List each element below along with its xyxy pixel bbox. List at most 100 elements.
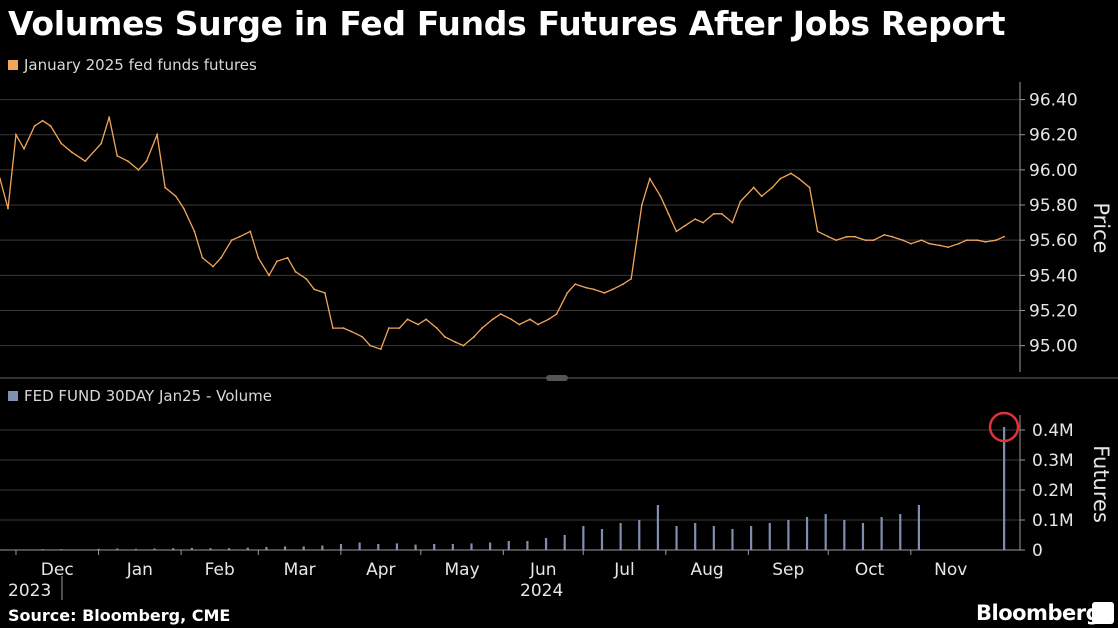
volume-bar bbox=[750, 526, 753, 550]
volume-bar bbox=[470, 543, 473, 550]
x-month-label: Apr bbox=[366, 560, 395, 580]
bloomberg-terminal-icon bbox=[1092, 602, 1114, 624]
price-point bbox=[901, 239, 904, 242]
price-point bbox=[249, 230, 252, 233]
price-point bbox=[268, 274, 270, 277]
source-note: Source: Bloomberg, CME bbox=[8, 606, 231, 625]
volume-bar bbox=[880, 517, 883, 550]
volume-bar bbox=[507, 541, 510, 550]
price-point bbox=[126, 160, 129, 162]
price-point bbox=[592, 288, 595, 291]
volume-bar bbox=[600, 529, 604, 550]
volume-bar bbox=[899, 514, 902, 550]
price-point bbox=[648, 177, 651, 180]
price-point bbox=[257, 256, 260, 259]
price-point bbox=[313, 288, 316, 291]
price-point bbox=[984, 241, 987, 243]
price-point bbox=[193, 230, 196, 233]
price-point bbox=[928, 242, 931, 245]
price-point bbox=[361, 335, 364, 338]
price-point bbox=[622, 283, 625, 286]
volume-bar bbox=[209, 548, 212, 550]
volume-tick-label: 0.1M bbox=[1032, 511, 1074, 531]
price-point bbox=[174, 195, 177, 198]
volume-bar bbox=[805, 517, 809, 550]
price-point bbox=[529, 318, 531, 321]
volume-bar bbox=[656, 505, 660, 550]
volume-bar bbox=[694, 523, 697, 550]
volume-bar bbox=[172, 548, 175, 550]
x-month-label: Oct bbox=[855, 560, 885, 580]
price-point bbox=[387, 327, 390, 329]
volume-y-ticks: 0 0.1M 0.2M 0.3M 0.4M bbox=[1020, 421, 1074, 561]
price-point bbox=[369, 344, 372, 347]
x-month-label: Feb bbox=[205, 560, 235, 580]
price-point bbox=[398, 327, 401, 329]
price-point bbox=[712, 212, 715, 215]
price-point bbox=[675, 230, 678, 233]
price-point bbox=[0, 177, 1, 180]
volume-bar bbox=[302, 546, 305, 550]
price-tick-label: 95.40 bbox=[1029, 266, 1078, 286]
volume-bar bbox=[712, 526, 715, 550]
price-point bbox=[808, 186, 811, 189]
volume-panel: FED FUND 30DAY Jan25 - Volume 00.1M0.2M0… bbox=[0, 387, 1113, 561]
price-point bbox=[585, 286, 587, 289]
price-point bbox=[909, 242, 912, 245]
volume-bar bbox=[395, 543, 399, 550]
volume-tick-label: 0.3M bbox=[1032, 451, 1074, 471]
price-legend-label: January 2025 fed funds futures bbox=[23, 56, 257, 74]
price-point bbox=[286, 256, 289, 259]
volume-bars bbox=[4, 427, 1006, 550]
panel-divider-handle[interactable] bbox=[546, 375, 568, 381]
volume-bar bbox=[526, 541, 529, 550]
bloomberg-logo: Bloomberg bbox=[976, 601, 1101, 625]
volume-bar bbox=[861, 523, 865, 550]
volume-legend-swatch bbox=[8, 391, 18, 401]
volume-bar bbox=[377, 544, 380, 550]
volume-y-axis-title: Futures bbox=[1089, 445, 1113, 523]
volume-bar bbox=[544, 538, 548, 550]
price-point bbox=[342, 327, 345, 329]
price-point bbox=[230, 239, 233, 242]
x-month-label: Sep bbox=[772, 560, 804, 580]
volume-bar bbox=[824, 514, 827, 550]
price-point bbox=[276, 260, 278, 263]
price-point bbox=[145, 160, 148, 162]
volume-bar bbox=[731, 529, 734, 550]
price-point bbox=[965, 239, 968, 242]
volume-bar bbox=[339, 544, 343, 550]
x-year-label-2024: 2024 bbox=[520, 581, 563, 601]
price-point bbox=[640, 204, 643, 206]
price-point bbox=[108, 116, 111, 119]
volume-bar bbox=[97, 548, 100, 550]
volume-bar bbox=[638, 520, 641, 550]
price-series-line bbox=[0, 117, 1005, 351]
price-point bbox=[182, 207, 185, 210]
price-point bbox=[462, 344, 465, 347]
chart-title: Volumes Surge in Fed Funds Futures After… bbox=[8, 4, 1006, 43]
price-point bbox=[350, 330, 353, 333]
volume-bar bbox=[619, 523, 622, 550]
price-point bbox=[156, 133, 159, 136]
price-tick-label: 95.80 bbox=[1029, 196, 1078, 216]
volume-bar bbox=[563, 535, 566, 550]
price-point bbox=[853, 235, 856, 238]
price-point bbox=[760, 195, 763, 198]
price-point bbox=[60, 142, 63, 145]
price-point bbox=[435, 327, 438, 329]
volume-bar bbox=[358, 542, 361, 550]
price-y-ticks: 95.00 95.20 95.40 95.60 95.80 96.00 96.20 96.40 bbox=[1020, 91, 1078, 357]
price-point bbox=[995, 239, 997, 242]
price-point bbox=[798, 177, 800, 180]
price-point bbox=[294, 270, 297, 273]
price-point bbox=[667, 212, 670, 215]
volume-bar bbox=[116, 548, 119, 550]
price-point bbox=[683, 225, 686, 228]
price-tick-label: 95.20 bbox=[1029, 301, 1078, 321]
price-point bbox=[510, 318, 513, 321]
price-point bbox=[481, 327, 483, 329]
volume-bar bbox=[843, 520, 846, 550]
volume-highlight-circle bbox=[988, 411, 1020, 443]
